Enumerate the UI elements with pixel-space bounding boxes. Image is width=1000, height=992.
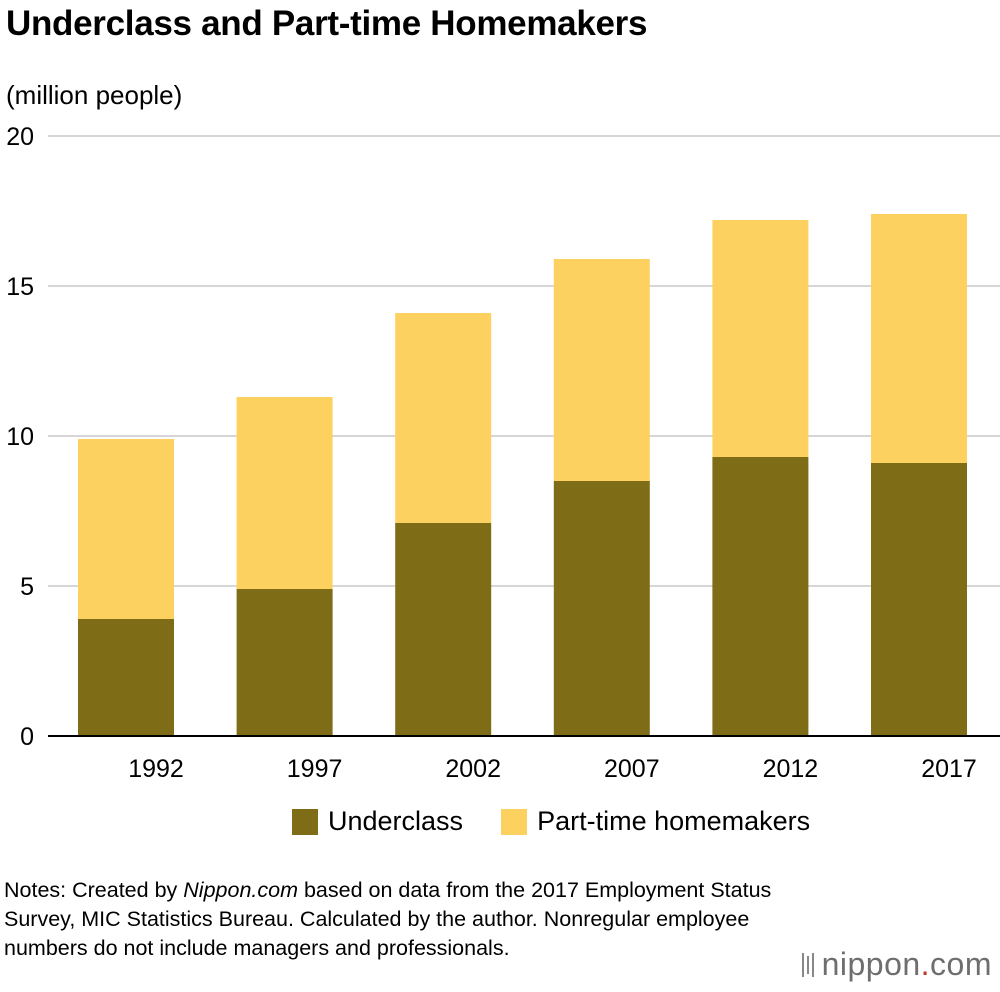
legend-item-parttime: Part-time homemakers [501, 806, 810, 837]
chart-notes: Notes: Created by Nippon.com based on da… [4, 876, 784, 963]
bar-parttime-1992 [78, 439, 174, 619]
legend-item-underclass: Underclass [292, 806, 463, 837]
x-tick-label-2017: 2017 [921, 755, 977, 783]
y-tick-label-10: 10 [6, 423, 34, 451]
bar-underclass-2007 [553, 481, 650, 736]
legend-swatch-underclass [292, 808, 318, 835]
notes-source-name: Nippon.com [183, 878, 298, 902]
logo-name: nippon [821, 946, 921, 982]
x-tick-label-2007: 2007 [604, 755, 660, 783]
logo-tld: com [930, 946, 992, 982]
legend-swatch-parttime [501, 808, 528, 835]
x-tick-label-1992: 1992 [128, 755, 184, 783]
logo-mark-icon [801, 952, 814, 977]
x-tick-label-2002: 2002 [445, 755, 501, 783]
y-tick-label-15: 15 [6, 273, 34, 301]
stacked-bar-chart: 0 5 10 15 20 1992 1997 2002 2007 2012 2017 [6, 123, 1000, 783]
legend-label-underclass: Underclass [328, 806, 464, 836]
chart-legend: Underclass Part-time homemakers [292, 806, 848, 837]
y-tick-label-20: 20 [6, 123, 34, 151]
notes-prefix: Notes: Created by [4, 878, 184, 902]
bar-underclass-2012 [712, 457, 809, 736]
x-tick-label-2012: 2012 [763, 755, 819, 783]
bar-underclass-2017 [871, 463, 967, 736]
y-tick-label-0: 0 [20, 723, 34, 751]
bar-parttime-2002 [395, 313, 492, 523]
x-tick-label-1997: 1997 [287, 755, 343, 783]
bar-parttime-2017 [871, 214, 967, 463]
bar-parttime-1997 [236, 397, 333, 589]
bar-underclass-1992 [78, 619, 174, 736]
bar-parttime-2012 [712, 220, 809, 457]
logo-dot: . [920, 946, 931, 982]
y-tick-label-5: 5 [20, 573, 34, 601]
nippon-logo: nippon.com [801, 946, 992, 983]
bar-underclass-2002 [395, 523, 492, 736]
legend-label-parttime: Part-time homemakers [537, 806, 811, 836]
chart-title: Underclass and Part-time Homemakers [6, 4, 648, 43]
y-axis-unit-label: (million people) [6, 80, 183, 110]
bar-parttime-2007 [553, 259, 650, 481]
notes-suffix: based on data from the 2017 Employment S… [4, 878, 772, 960]
bar-underclass-1997 [236, 589, 333, 736]
